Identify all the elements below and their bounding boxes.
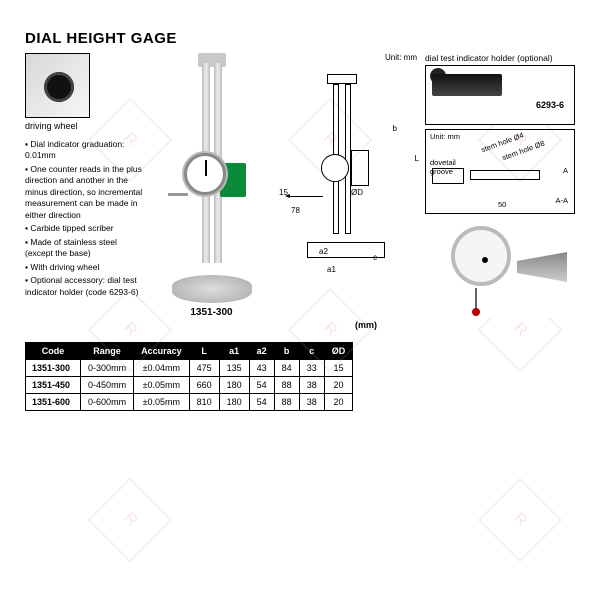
dim-label: L <box>415 154 419 163</box>
feature-list: Dial indicator graduation: 0.01mm One co… <box>25 139 146 298</box>
table-cell: ±0.05mm <box>134 394 190 411</box>
table-row: 1351-6000-600mm±0.05mm81018054883820 <box>26 394 353 411</box>
table-cell: 0-600mm <box>81 394 134 411</box>
dim-label: ØD <box>351 188 363 197</box>
col-header: a1 <box>219 343 249 360</box>
product-photo <box>154 53 269 303</box>
table-cell: 33 <box>299 360 324 377</box>
dim-label: b <box>393 124 397 133</box>
holder-unit: Unit: mm <box>430 132 460 141</box>
table-cell: 84 <box>274 360 299 377</box>
table-cell: ±0.05mm <box>134 377 190 394</box>
table-cell: 88 <box>274 394 299 411</box>
table-cell: 20 <box>324 394 353 411</box>
table-cell: 180 <box>219 377 249 394</box>
table-row: 1351-3000-300mm±0.04mm47513543843315 <box>26 360 353 377</box>
col-header: a2 <box>249 343 274 360</box>
col-header: Accuracy <box>134 343 190 360</box>
col-header: b <box>274 343 299 360</box>
watermark: R <box>88 478 173 563</box>
dim-label: a2 <box>319 247 328 256</box>
table-cell: 15 <box>324 360 353 377</box>
table-cell: 38 <box>299 377 324 394</box>
dim-label: a1 <box>327 265 336 274</box>
holder-photo-box: 6293-6 <box>425 65 575 125</box>
table-cell: 180 <box>219 394 249 411</box>
feature-item: One counter reads in the plus direction … <box>25 164 146 221</box>
section-label: A-A <box>555 196 568 205</box>
table-cell: 135 <box>219 360 249 377</box>
probe-photo <box>425 218 575 318</box>
table-cell: 1351-300 <box>26 360 81 377</box>
table-cell: 54 <box>249 394 274 411</box>
feature-item: Dial indicator graduation: 0.01mm <box>25 139 146 162</box>
table-cell: 54 <box>249 377 274 394</box>
driving-wheel-label: driving wheel <box>25 121 78 131</box>
holder-code: 6293-6 <box>536 100 564 110</box>
table-cell: ±0.04mm <box>134 360 190 377</box>
table-header-row: Code Range Accuracy L a1 a2 b c ØD <box>26 343 353 360</box>
spec-table: Code Range Accuracy L a1 a2 b c ØD 1351-… <box>25 342 353 411</box>
table-cell: 38 <box>299 394 324 411</box>
technical-drawing: 15 78 ØD L b a1 a2 c <box>277 64 417 294</box>
col-header: c <box>299 343 324 360</box>
table-row: 1351-4500-450mm±0.05mm66018054883820 <box>26 377 353 394</box>
table-cell: 1351-600 <box>26 394 81 411</box>
table-cell: 20 <box>324 377 353 394</box>
dim-label: 78 <box>291 206 300 215</box>
col-header: Code <box>26 343 81 360</box>
dim-label: 15 <box>279 188 288 197</box>
feature-item: Optional accessory: dial test indicator … <box>25 275 146 298</box>
dim-label: c <box>373 253 377 262</box>
table-cell: 0-450mm <box>81 377 134 394</box>
page-title: DIAL HEIGHT GAGE <box>25 30 575 47</box>
dim-label: 50 <box>498 200 506 209</box>
feature-item: Made of stainless steel (except the base… <box>25 237 146 260</box>
holder-title: dial test indicator holder (optional) <box>425 53 575 63</box>
col-header: ØD <box>324 343 353 360</box>
table-unit: (mm) <box>25 320 377 330</box>
table-cell: 810 <box>189 394 219 411</box>
feature-item: With driving wheel <box>25 262 146 273</box>
table-cell: 475 <box>189 360 219 377</box>
table-cell: 0-300mm <box>81 360 134 377</box>
section-arrow: A <box>563 166 568 175</box>
table-cell: 43 <box>249 360 274 377</box>
feature-item: Carbide tipped scriber <box>25 223 146 234</box>
table-cell: 88 <box>274 377 299 394</box>
driving-wheel-image <box>25 53 90 118</box>
col-header: L <box>189 343 219 360</box>
driving-wheel-figure: driving wheel <box>25 53 146 131</box>
watermark: R <box>478 478 563 563</box>
holder-drawing: Unit: mm stem hole Ø4 stem hole Ø8 dovet… <box>425 129 575 214</box>
table-cell: 1351-450 <box>26 377 81 394</box>
col-header: Range <box>81 343 134 360</box>
drawing-unit: Unit: mm <box>277 53 417 62</box>
table-cell: 660 <box>189 377 219 394</box>
model-label: 1351-300 <box>154 307 269 318</box>
